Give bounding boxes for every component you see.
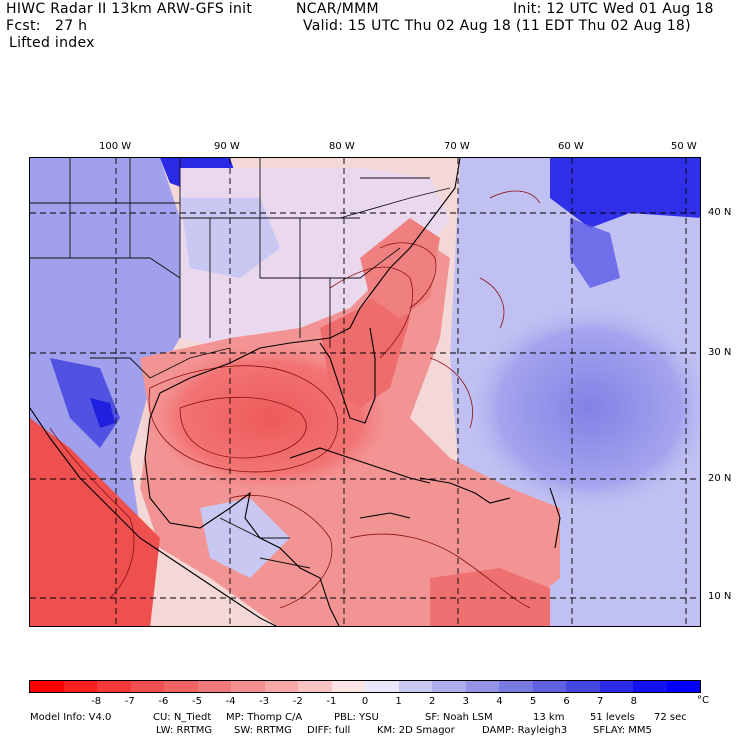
pbl-scheme: PBL: YSU <box>334 712 379 723</box>
political-boundaries <box>30 158 451 569</box>
map-canvas <box>30 158 700 626</box>
lifted-index-map <box>29 157 701 627</box>
colorbar-tick-label: -5 <box>192 696 202 707</box>
colorbar-tick-label: 3 <box>462 696 469 707</box>
colorbar-tick-label: 1 <box>395 696 402 707</box>
florida-warm <box>320 278 410 408</box>
colorbar-swatch <box>164 681 198 692</box>
colorbar-swatch <box>465 681 499 692</box>
colorbar-tick-label: -4 <box>225 696 236 707</box>
model-title: HIWC Radar II 13km ARW-GFS init <box>6 1 253 17</box>
organization-label: NCAR/MMM <box>296 1 379 17</box>
lon-label-80w: 80 W <box>329 141 355 152</box>
km-setting: KM: 2D Smagor <box>377 725 455 736</box>
colorbar-swatch <box>264 681 298 692</box>
resolution: 13 km <box>533 712 565 723</box>
colorbar-swatch <box>432 681 466 692</box>
model-info: Model Info: V4.0 <box>30 712 112 723</box>
mexico-plateau-deep-blue <box>90 398 115 428</box>
central-america-blue <box>200 498 290 578</box>
southeast-coast-warm <box>360 218 440 318</box>
sflay-setting: SFLAY: MM5 <box>593 725 652 736</box>
colorbar-tick-label: -7 <box>124 696 135 707</box>
caribbean-south-warm <box>430 568 550 626</box>
forecast-hour: Fcst: 27 h <box>6 18 88 34</box>
field-name: Lifted index <box>9 35 95 51</box>
cu-scheme: CU: N_Tiedt <box>153 712 212 723</box>
colorbar-swatch <box>599 681 633 692</box>
colorbar-swatch <box>231 681 265 692</box>
valid-time: Valid: 15 UTC Thu 02 Aug 18 (11 EDT Thu … <box>303 18 691 34</box>
colorbar-swatch <box>666 681 700 692</box>
lon-label-90w: 90 W <box>214 141 240 152</box>
colorbar-swatch <box>398 681 432 692</box>
colorbar-swatch <box>130 681 164 692</box>
colorbar-unit: °C <box>697 695 709 706</box>
init-time: Init: 12 UTC Wed 01 Aug 18 <box>513 1 714 17</box>
damp-setting: DAMP: Rayleigh3 <box>482 725 568 736</box>
lon-label-60w: 60 W <box>558 141 584 152</box>
western-plains-blue <box>30 158 180 528</box>
colorbar-swatch <box>30 681 64 692</box>
lw-scheme: LW: RRTMG <box>156 725 213 736</box>
colorbar-tick-label: 5 <box>529 696 537 707</box>
colorbar-swatch <box>532 681 566 692</box>
colorbar-tick-label: -3 <box>259 696 270 707</box>
sw-scheme: SW: RRTMG <box>234 725 292 736</box>
colorbar-swatch <box>298 681 332 692</box>
colorbar-tick-label: -6 <box>158 696 169 707</box>
colorbar-tick-label: 2 <box>429 696 436 707</box>
lat-label-30n: 30 N <box>708 347 732 358</box>
contour-lines <box>49 190 541 609</box>
colorbar-tick-label: -2 <box>292 696 303 707</box>
northeast-blue-swirl <box>570 218 620 288</box>
colorbar-tick-label: -1 <box>326 696 337 707</box>
colorbar-swatch <box>566 681 600 692</box>
sf-scheme: SF: Noah LSM <box>425 712 493 723</box>
vertical-levels: 51 levels <box>590 712 635 723</box>
colorbar-swatch <box>63 681 97 692</box>
latlon-grid <box>30 158 700 626</box>
lat-label-20n: 20 N <box>708 473 732 484</box>
lat-label-40n: 40 N <box>708 207 732 218</box>
mp-scheme: MP: Thomp C/A <box>226 712 303 723</box>
colorbar-tick-label: 8 <box>630 696 637 707</box>
colorbar <box>29 680 701 693</box>
colorbar-swatch <box>331 681 365 692</box>
colorbar-tick-label: -8 <box>91 696 102 707</box>
colorbar-tick-label: 4 <box>496 696 503 707</box>
lon-label-50w: 50 W <box>671 141 697 152</box>
colorbar-swatch <box>97 681 131 692</box>
colorbar-swatch <box>365 681 399 692</box>
colorbar-tick-label: 0 <box>361 696 369 707</box>
lat-label-10n: 10 N <box>708 591 732 602</box>
lon-label-70w: 70 W <box>444 141 470 152</box>
pacific-mexico-warm <box>30 418 160 626</box>
colorbar-swatch <box>499 681 533 692</box>
northeast-deep-blue <box>550 158 700 228</box>
diff-setting: DIFF: full <box>307 725 351 736</box>
lon-label-100w: 100 W <box>99 141 132 152</box>
timestep: 72 sec <box>654 712 687 723</box>
colorbar-swatch <box>197 681 231 692</box>
colorbar-tick-label: 6 <box>563 696 570 707</box>
colorbar-tick-label: 7 <box>597 696 604 707</box>
colorbar-swatch <box>633 681 667 692</box>
